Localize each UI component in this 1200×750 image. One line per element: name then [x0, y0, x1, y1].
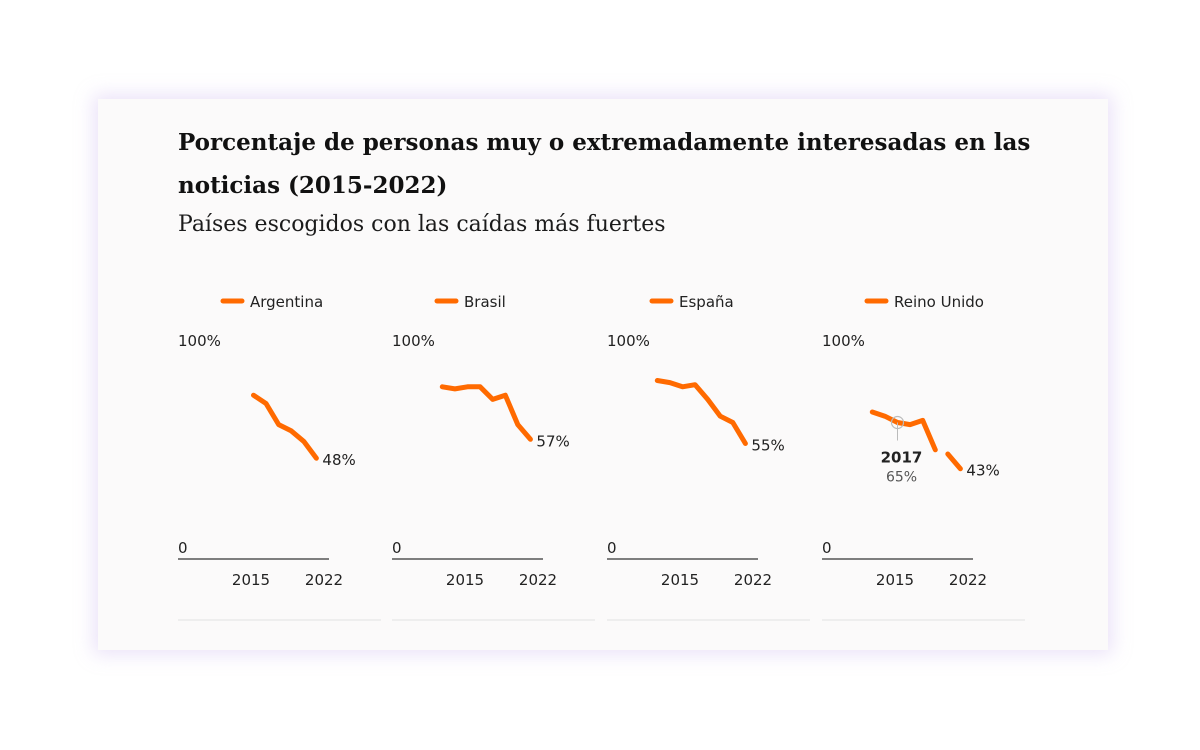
x-tick-label: 2022 [949, 571, 987, 589]
tooltip-value: 65% [886, 470, 917, 486]
x-tick-label: 2022 [734, 571, 772, 589]
y-axis-top-label: 100% [392, 332, 435, 350]
small-multiples-chart: Argentina 100% 0 2015 2022 48% Brasil 100% 0 2015… [178, 293, 1025, 621]
y-axis-bottom-label: 0 [392, 539, 402, 557]
y-axis-top-label: 100% [607, 332, 650, 350]
x-tick-label: 2022 [519, 571, 557, 589]
chart-card: Porcentaje de personas muy o extremadame… [98, 99, 1108, 650]
series-line-reino-unido [869, 409, 938, 453]
end-value-label: 43% [966, 462, 999, 480]
x-tick-label: 2015 [232, 571, 270, 589]
legend-label: Brasil [464, 293, 506, 311]
series-line-brasil [439, 384, 533, 442]
end-value-label: 55% [751, 437, 784, 455]
x-tick-label: 2015 [446, 571, 484, 589]
x-tick-label: 2015 [661, 571, 699, 589]
end-value-label: 57% [536, 432, 569, 450]
end-value-label: 48% [322, 451, 355, 469]
x-tick-label: 2015 [876, 571, 914, 589]
tooltip-year: 2017 [881, 449, 923, 467]
series-line-espana [654, 378, 748, 446]
chart-title: Porcentaje de personas muy o extremadame… [178, 129, 1031, 199]
series-line-reino-unido [945, 451, 963, 472]
legend-label: Reino Unido [894, 293, 984, 311]
legend-label: Argentina [250, 293, 323, 311]
y-axis-bottom-label: 0 [607, 539, 617, 557]
x-tick-label: 2022 [305, 571, 343, 589]
y-axis-bottom-label: 0 [822, 539, 832, 557]
y-axis-top-label: 100% [822, 332, 865, 350]
y-axis-top-label: 100% [178, 332, 221, 350]
series-line-argentina [251, 392, 319, 461]
y-axis-bottom-label: 0 [178, 539, 188, 557]
legend-label: España [679, 293, 734, 311]
tooltip-marker [890, 415, 905, 430]
chart-subtitle: Países escogidos con las caídas más fuer… [178, 212, 666, 237]
